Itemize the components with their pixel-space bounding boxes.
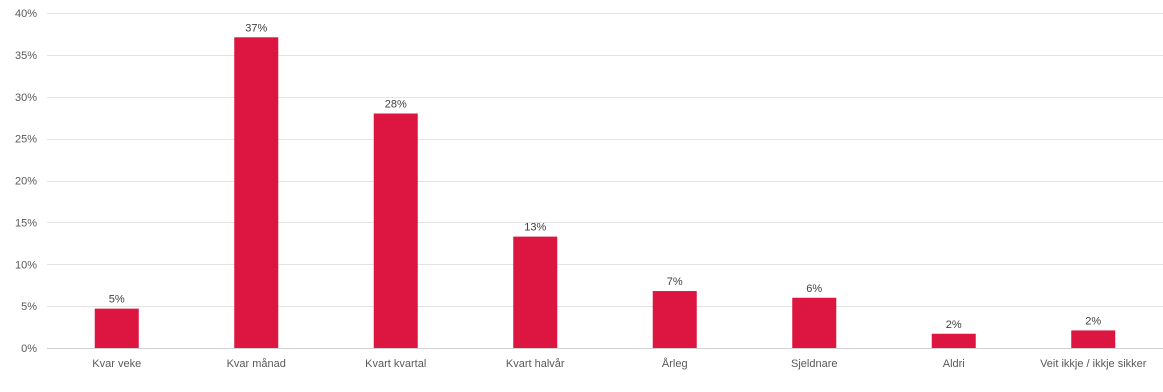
x-tick-label: Kvar veke <box>92 358 141 370</box>
y-tick-label: 40% <box>15 8 37 20</box>
y-axis-ticks: 0% 5% 10% 15% 20% 25% 30% 35% 40% <box>15 8 37 355</box>
x-tick-label: Kvart kvartal <box>365 358 426 370</box>
x-tick-label: Sjeldnare <box>791 358 837 370</box>
x-tick-label: Kvart halvår <box>506 358 565 370</box>
data-label: 37% <box>245 22 267 34</box>
y-tick-label: 0% <box>21 343 37 355</box>
y-tick-label: 20% <box>15 176 37 188</box>
data-label: 13% <box>524 222 546 234</box>
data-label: 2% <box>946 319 962 331</box>
gridlines <box>47 13 1163 349</box>
data-label: 28% <box>385 99 407 111</box>
data-label: 6% <box>806 283 822 295</box>
bar <box>373 113 418 348</box>
bar <box>1071 330 1116 348</box>
bar <box>94 308 139 348</box>
y-tick-label: 10% <box>15 259 37 271</box>
y-tick-label: 25% <box>15 134 37 146</box>
y-tick-label: 30% <box>15 92 37 104</box>
y-tick-label: 15% <box>15 217 37 229</box>
bars <box>94 37 1116 348</box>
x-tick-label: Kvar månad <box>227 358 286 370</box>
x-axis-ticks: Kvar veke Kvar månad Kvart kvartal Kvart ha… <box>92 357 1146 370</box>
bar <box>234 37 279 348</box>
x-tick-label: Årleg <box>662 357 688 370</box>
data-labels: 5% 37% 28% 13% 7% 6% 2% 2% <box>109 22 1102 330</box>
bar <box>931 333 976 348</box>
bar <box>792 297 837 348</box>
data-label: 7% <box>667 276 683 288</box>
y-tick-label: 35% <box>15 50 37 62</box>
bar <box>513 236 558 348</box>
data-label: 2% <box>1085 315 1101 327</box>
y-tick-label: 5% <box>21 301 37 313</box>
bar <box>652 291 697 348</box>
x-tick-label: Aldri <box>943 358 965 370</box>
x-tick-label: Veit ikkje / ikkje sikker <box>1040 358 1147 370</box>
data-label: 5% <box>109 294 125 306</box>
